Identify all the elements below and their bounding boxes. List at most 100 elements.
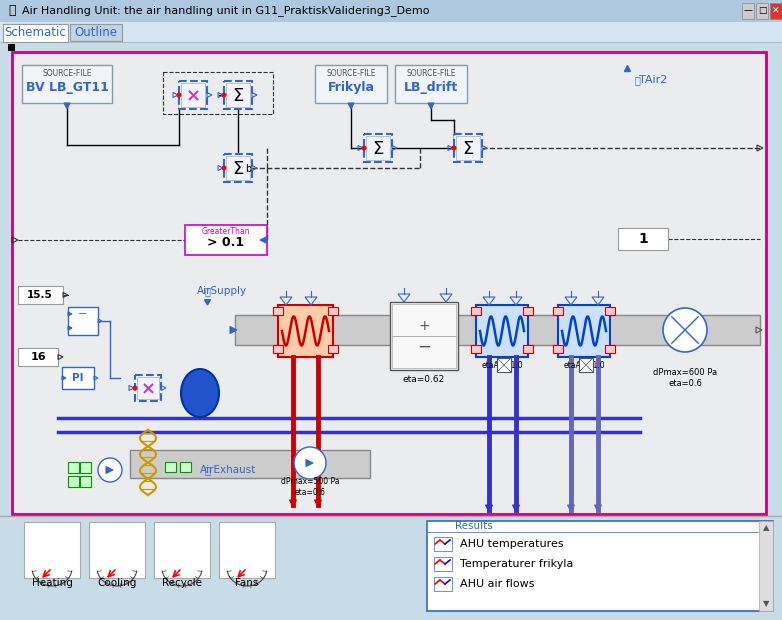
Text: Schematic: Schematic (4, 27, 66, 40)
Bar (224, 81, 252, 109)
Text: AHU temperatures: AHU temperatures (460, 539, 564, 549)
Bar (70, 24, 122, 41)
Text: etaAir=1.0: etaAir=1.0 (481, 361, 523, 371)
Polygon shape (428, 103, 434, 109)
Bar (759, 521, 773, 611)
Text: eta=0.62: eta=0.62 (403, 376, 445, 384)
Circle shape (361, 146, 367, 151)
Bar (328, 307, 338, 315)
Text: etaAir=1.0: etaAir=1.0 (563, 361, 604, 371)
Ellipse shape (181, 369, 219, 417)
Bar (273, 345, 283, 353)
Text: AirSupply: AirSupply (197, 286, 247, 296)
Bar (392, 336, 456, 368)
Bar (770, 3, 782, 19)
Polygon shape (348, 103, 354, 109)
Bar (366, 136, 390, 160)
Polygon shape (306, 459, 313, 466)
Text: Frikyla: Frikyla (328, 81, 375, 94)
Text: SOURCE-FILE: SOURCE-FILE (42, 68, 91, 78)
Bar (523, 307, 533, 315)
Text: AHU air flows: AHU air flows (460, 579, 535, 589)
Bar (553, 307, 563, 315)
Polygon shape (568, 505, 575, 512)
Text: AirExhaust: AirExhaust (200, 465, 256, 475)
Bar (137, 377, 159, 399)
Bar (434, 577, 452, 591)
Bar (605, 345, 615, 353)
Bar (68, 307, 98, 335)
Text: PI: PI (72, 373, 84, 383)
Bar (181, 83, 205, 107)
Text: dPmax=600 Pa
eta=0.6: dPmax=600 Pa eta=0.6 (653, 368, 717, 388)
Bar (0, 0, 782, 22)
Text: Cooling: Cooling (97, 578, 137, 588)
Bar (135, 375, 161, 401)
Text: 16: 16 (30, 352, 46, 362)
Bar (154, 522, 210, 578)
Text: GreaterThan: GreaterThan (202, 226, 250, 236)
Text: 15.5: 15.5 (27, 290, 53, 300)
Bar (497, 358, 511, 372)
Bar (315, 65, 387, 103)
Bar (605, 307, 615, 315)
Bar (476, 305, 528, 357)
Text: Heating: Heating (31, 578, 73, 588)
Text: 1: 1 (638, 232, 647, 246)
Bar (179, 81, 207, 109)
Text: Fans: Fans (235, 578, 259, 588)
Text: Σ: Σ (232, 160, 244, 178)
Text: b: b (245, 164, 251, 174)
Text: SOURCE-FILE: SOURCE-FILE (326, 68, 375, 78)
Polygon shape (289, 500, 296, 507)
Text: 🌧: 🌧 (634, 75, 640, 85)
Bar (392, 304, 456, 336)
Circle shape (221, 166, 227, 171)
Bar (579, 358, 593, 372)
Circle shape (294, 447, 326, 479)
Bar (12, 52, 766, 514)
Bar (226, 83, 250, 107)
Text: ▲: ▲ (762, 523, 769, 533)
Text: ✕: ✕ (773, 6, 780, 16)
Text: □: □ (758, 6, 766, 16)
Bar (68, 476, 79, 487)
Bar (185, 225, 267, 255)
Text: Air Handling Unit: the air handling unit in G11_PraktiskValidering3_Demo: Air Handling Unit: the air handling unit… (22, 6, 429, 17)
Text: dPmax=500 Pa
eta=0.6: dPmax=500 Pa eta=0.6 (281, 477, 339, 497)
Bar (68, 462, 79, 473)
Bar (471, 307, 481, 315)
Bar (558, 305, 610, 357)
Text: BV LB_GT11: BV LB_GT11 (26, 81, 109, 94)
Bar (456, 136, 480, 160)
Text: —: — (744, 6, 752, 16)
Bar (328, 345, 338, 353)
Bar (273, 307, 283, 315)
Polygon shape (64, 103, 70, 109)
Polygon shape (68, 326, 72, 330)
Text: Σ: Σ (462, 140, 474, 158)
Text: −: − (417, 337, 431, 355)
Bar (3, 24, 68, 42)
Text: −: − (78, 309, 88, 319)
Text: SOURCE-FILE: SOURCE-FILE (407, 68, 456, 78)
Text: > 0.1: > 0.1 (207, 236, 245, 249)
Bar (434, 537, 452, 551)
Text: +: + (418, 319, 430, 333)
Bar (130, 450, 370, 478)
Bar (390, 302, 458, 370)
Circle shape (177, 92, 181, 97)
Bar (553, 345, 563, 353)
Bar (523, 345, 533, 353)
Bar (742, 3, 754, 19)
Text: Σ: Σ (372, 140, 384, 158)
Bar (278, 305, 333, 357)
Polygon shape (512, 505, 519, 512)
Polygon shape (314, 500, 321, 507)
Text: Recycle: Recycle (162, 578, 202, 588)
Bar (8, 44, 15, 51)
Bar (18, 286, 63, 304)
Bar (0, 22, 782, 42)
Bar (165, 462, 176, 472)
Bar (618, 228, 668, 250)
